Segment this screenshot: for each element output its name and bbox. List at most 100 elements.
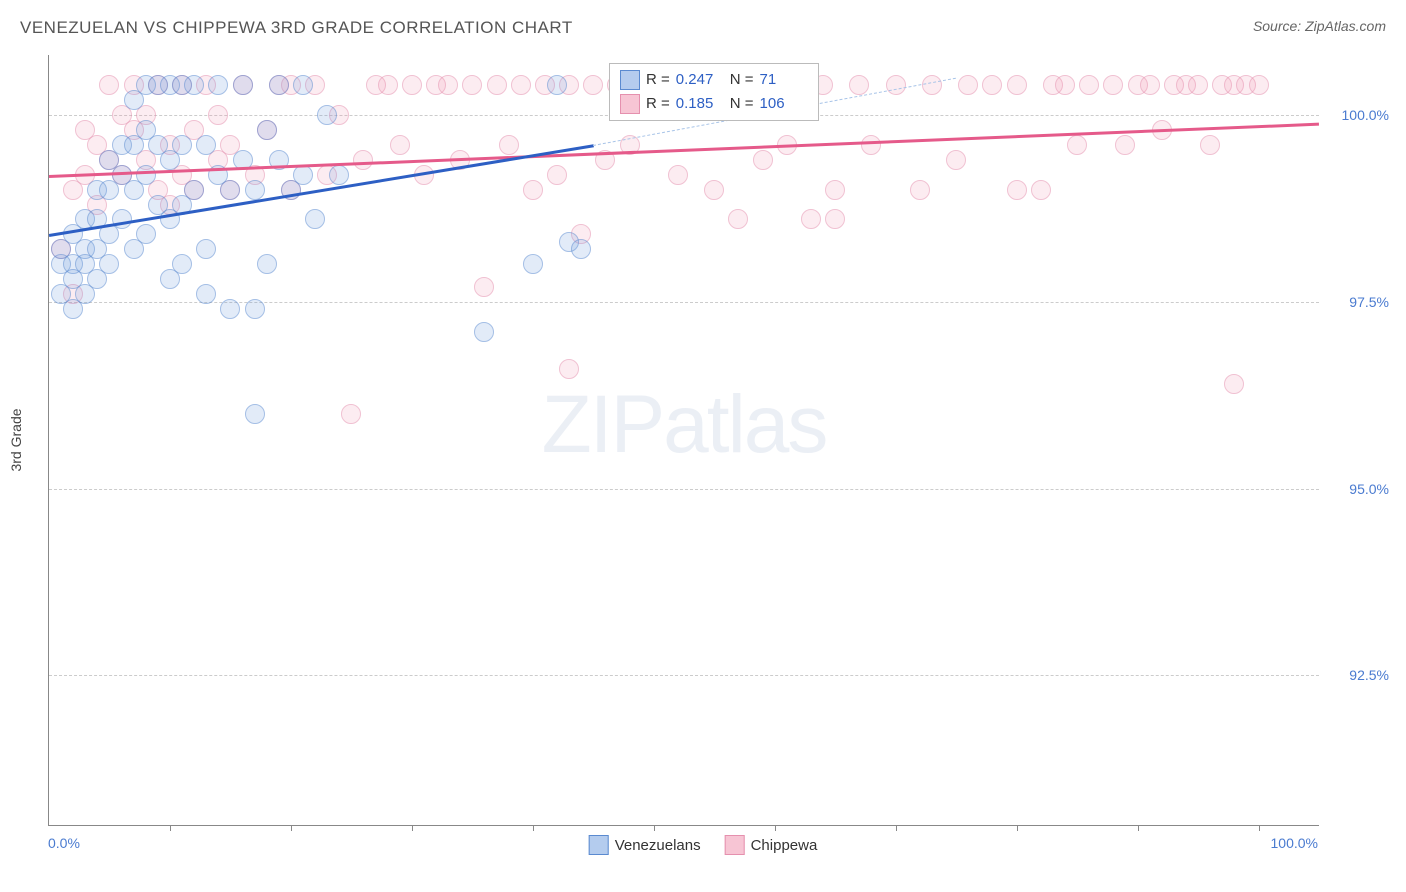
data-point-blue [245, 404, 265, 424]
data-point-pink [438, 75, 458, 95]
watermark: ZIPatlas [542, 378, 827, 472]
data-point-blue [233, 75, 253, 95]
series-legend: Venezuelans Chippewa [589, 835, 818, 855]
gridline-h [49, 302, 1319, 303]
data-point-blue [523, 254, 543, 274]
data-point-blue [208, 75, 228, 95]
data-point-pink [1224, 374, 1244, 394]
plot-area: ZIPatlas R =0.247N =71R =0.185N =106 100… [48, 55, 1319, 826]
data-point-blue [474, 322, 494, 342]
data-point-pink [958, 75, 978, 95]
data-point-pink [1067, 135, 1087, 155]
stat-r-label: R = [646, 68, 670, 92]
data-point-pink [1103, 75, 1123, 95]
data-point-pink [922, 75, 942, 95]
data-point-blue [317, 105, 337, 125]
data-point-blue [269, 75, 289, 95]
data-point-blue [184, 180, 204, 200]
data-point-pink [1007, 75, 1027, 95]
data-point-blue [257, 120, 277, 140]
y-tick-label: 100.0% [1342, 107, 1389, 123]
legend-item: Venezuelans [589, 835, 701, 855]
stat-r-value: 0.185 [676, 92, 724, 116]
data-point-pink [208, 105, 228, 125]
x-tick [775, 825, 776, 831]
data-point-pink [99, 75, 119, 95]
legend-swatch-icon [620, 70, 640, 90]
x-axis-min-label: 0.0% [48, 835, 80, 851]
x-axis-max-label: 100.0% [1271, 835, 1318, 851]
data-point-pink [861, 135, 881, 155]
x-tick [654, 825, 655, 831]
data-point-blue [257, 254, 277, 274]
data-point-pink [462, 75, 482, 95]
data-point-pink [982, 75, 1002, 95]
data-point-pink [1140, 75, 1160, 95]
data-point-pink [487, 75, 507, 95]
x-tick [1259, 825, 1260, 831]
source-label: Source: ZipAtlas.com [1253, 18, 1386, 34]
data-point-pink [390, 135, 410, 155]
stat-n-label: N = [730, 92, 754, 116]
data-point-blue [305, 209, 325, 229]
x-tick [412, 825, 413, 831]
data-point-blue [136, 165, 156, 185]
data-point-pink [946, 150, 966, 170]
stat-n-value: 71 [760, 68, 808, 92]
data-point-blue [245, 180, 265, 200]
data-point-blue [172, 254, 192, 274]
data-point-pink [583, 75, 603, 95]
data-point-pink [1007, 180, 1027, 200]
data-point-blue [245, 299, 265, 319]
data-point-blue [571, 239, 591, 259]
y-axis-title: 3rd Grade [8, 408, 24, 471]
legend-series-name: Chippewa [751, 837, 818, 854]
data-point-pink [886, 75, 906, 95]
data-point-blue [220, 180, 240, 200]
data-point-pink [1055, 75, 1075, 95]
x-tick [1138, 825, 1139, 831]
data-point-pink [753, 150, 773, 170]
data-point-blue [136, 224, 156, 244]
gridline-h [49, 489, 1319, 490]
data-point-blue [293, 165, 313, 185]
data-point-pink [1079, 75, 1099, 95]
data-point-pink [378, 75, 398, 95]
data-point-blue [112, 209, 132, 229]
stat-r-value: 0.247 [676, 68, 724, 92]
data-point-pink [825, 180, 845, 200]
x-tick [291, 825, 292, 831]
data-point-pink [728, 209, 748, 229]
y-tick-label: 92.5% [1349, 667, 1389, 683]
legend-swatch-icon [725, 835, 745, 855]
data-point-pink [1200, 135, 1220, 155]
legend-series-name: Venezuelans [615, 837, 701, 854]
chart-title: VENEZUELAN VS CHIPPEWA 3RD GRADE CORRELA… [20, 18, 573, 37]
legend-swatch-icon [620, 94, 640, 114]
data-point-pink [341, 404, 361, 424]
data-point-blue [172, 135, 192, 155]
stats-legend: R =0.247N =71R =0.185N =106 [609, 63, 819, 121]
data-point-pink [547, 165, 567, 185]
data-point-pink [1249, 75, 1269, 95]
data-point-pink [1115, 135, 1135, 155]
data-point-blue [547, 75, 567, 95]
gridline-h [49, 675, 1319, 676]
data-point-blue [184, 75, 204, 95]
data-point-blue [329, 165, 349, 185]
data-point-blue [196, 239, 216, 259]
data-point-pink [523, 180, 543, 200]
x-tick [533, 825, 534, 831]
data-point-pink [849, 75, 869, 95]
data-point-pink [402, 75, 422, 95]
data-point-pink [353, 150, 373, 170]
legend-item: Chippewa [725, 835, 818, 855]
data-point-pink [499, 135, 519, 155]
data-point-pink [474, 277, 494, 297]
stat-n-label: N = [730, 68, 754, 92]
stats-row: R =0.247N =71 [620, 68, 808, 92]
data-point-blue [293, 75, 313, 95]
data-point-pink [668, 165, 688, 185]
data-point-pink [704, 180, 724, 200]
data-point-pink [511, 75, 531, 95]
